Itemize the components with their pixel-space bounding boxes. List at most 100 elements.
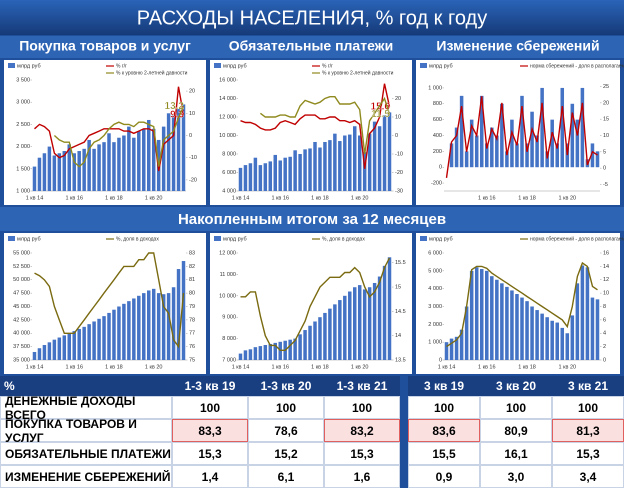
y-tick-label: 3 000 <box>16 100 30 106</box>
x-tick-label: 1 кв 20 <box>351 195 369 201</box>
x-tick-label: 1 кв 14 <box>26 364 44 370</box>
bar <box>181 104 186 191</box>
bar <box>490 276 494 360</box>
bar <box>171 287 176 360</box>
bar <box>372 282 377 360</box>
bar <box>156 293 161 360</box>
legend-label: % к уровню 2-летней давности <box>116 69 188 76</box>
bar <box>318 317 322 360</box>
x-tick-label: 1 кв 16 <box>271 364 289 370</box>
table-cell: 78,6 <box>248 419 324 442</box>
y2-tick-label: 0 <box>603 166 606 172</box>
table-cell: 6,1 <box>248 465 324 488</box>
bar <box>308 148 312 191</box>
y2-tick-label: 15 <box>603 117 609 123</box>
y-tick-label: 37 500 <box>13 344 30 350</box>
y2-tick-label: 15 <box>395 284 401 290</box>
y2-tick-label: -20 <box>395 170 403 176</box>
x-tick-label: 1 кв 20 <box>559 364 577 370</box>
bar <box>176 269 181 360</box>
table-cell: 83,6 <box>408 419 480 442</box>
bar <box>77 328 81 360</box>
legend-label: норма сбережений - доля в располагаемых … <box>530 235 624 242</box>
table: % 1-3 кв 19 1-3 кв 20 1-3 кв 21 3 кв 19 3 кв … <box>0 376 624 488</box>
table-cell: 15,3 <box>172 442 248 465</box>
bar <box>328 140 332 191</box>
chart-title: Обязательные платежи <box>229 38 393 54</box>
bar <box>112 309 116 360</box>
y2-tick-label: 10 <box>189 111 195 117</box>
bar <box>560 327 565 360</box>
bar <box>570 103 575 168</box>
bar <box>77 151 81 191</box>
table-cell: 1-3 кв 19 <box>172 376 248 396</box>
y-tick-label: 8 000 <box>222 151 236 157</box>
bar <box>137 295 141 360</box>
bar <box>348 134 352 191</box>
bar <box>57 337 62 360</box>
legend-label: млрд руб <box>17 63 41 69</box>
bar <box>92 321 96 360</box>
bar <box>243 350 248 360</box>
bar <box>500 283 504 360</box>
y2-tick-label: 20 <box>189 89 195 95</box>
y-tick-label: 600 <box>433 117 442 123</box>
y2-tick-label: 14 <box>603 264 609 270</box>
legend-swatch <box>420 236 427 241</box>
bar <box>253 347 258 360</box>
bar <box>166 293 171 360</box>
y2-tick-label: 81 <box>189 277 195 283</box>
bar <box>550 119 554 168</box>
x-tick-label: 1 кв 18 <box>311 364 329 370</box>
header-bar <box>0 36 624 58</box>
bar <box>469 270 474 360</box>
table-cell: 1,4 <box>172 465 248 488</box>
bar <box>367 287 372 360</box>
bar <box>530 111 534 168</box>
y-tick-label: 52 500 <box>13 264 30 270</box>
line <box>259 96 391 155</box>
bar <box>52 339 57 360</box>
x-tick-label: 1 кв 18 <box>518 364 536 370</box>
bar <box>268 343 273 360</box>
page-title: РАСХОДЫ НАСЕЛЕНИЯ, % год к году <box>137 7 487 29</box>
y-tick-label: -200 <box>431 181 442 187</box>
y-tick-label: 42 500 <box>13 317 30 323</box>
y-tick-label: 11 000 <box>220 272 236 278</box>
bar <box>449 338 454 360</box>
bar <box>545 317 549 360</box>
y2-tick-label: 83 <box>189 250 195 256</box>
legend-swatch <box>420 63 427 68</box>
bar <box>72 331 76 360</box>
x-tick-label: 1 кв 14 <box>438 364 456 370</box>
bar <box>555 322 559 360</box>
bar <box>298 334 302 360</box>
bar <box>313 321 317 360</box>
bar <box>362 152 367 191</box>
bar <box>515 294 519 360</box>
line <box>446 261 598 348</box>
table-cell: 3,4 <box>552 465 624 488</box>
bar <box>151 288 156 360</box>
bar <box>107 312 111 360</box>
bar <box>382 115 387 191</box>
bar <box>278 160 282 191</box>
bar <box>357 135 362 191</box>
y-tick-label: 200 <box>433 149 442 155</box>
bar <box>377 126 382 191</box>
x-tick-label: 1 кв 16 <box>271 195 289 201</box>
bar <box>505 151 509 168</box>
bar <box>263 345 268 360</box>
bar <box>580 87 585 168</box>
bar <box>550 320 554 360</box>
table-cell: 15,2 <box>248 442 324 465</box>
bar <box>32 166 37 191</box>
bar <box>525 143 529 168</box>
bar <box>505 286 509 360</box>
bar <box>555 143 559 168</box>
bar <box>585 267 590 360</box>
y-tick-label: 800 <box>433 101 442 107</box>
table-cell: ПОКУПКА ТОВАРОВ И УСЛУГ <box>0 417 172 445</box>
bar <box>87 139 91 191</box>
bar <box>328 308 332 360</box>
